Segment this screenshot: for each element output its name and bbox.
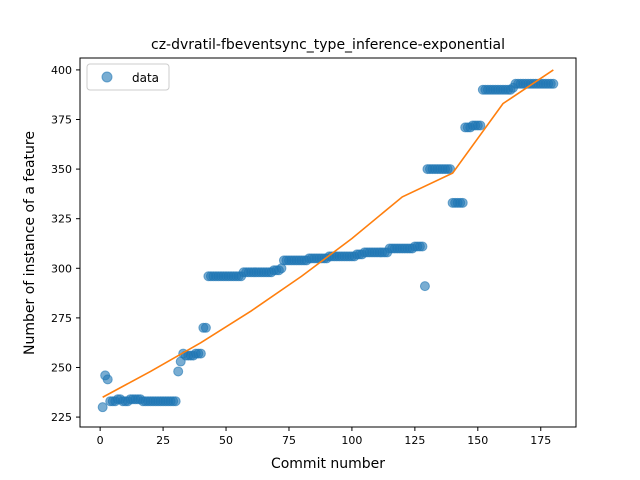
y-tick-label: 300 (51, 262, 72, 275)
x-tick-label: 125 (404, 434, 425, 447)
legend: data (86, 63, 170, 91)
y-tick-label: 325 (51, 213, 72, 226)
x-tick-label: 75 (282, 434, 296, 447)
data-point (97, 402, 108, 413)
data-point (475, 120, 486, 131)
chart-title: cz-dvratil-fbeventsync_type_inference-ex… (151, 37, 505, 53)
y-tick-label: 400 (51, 64, 72, 77)
axes-layer: 0 25 50 75 100 125 150 175 225 250 275 300 325 350 375… (51, 57, 577, 447)
plot-layer (97, 69, 559, 413)
data-point (417, 241, 428, 252)
x-tick-label: 50 (219, 434, 233, 447)
data-point (548, 78, 559, 89)
axes-frame (79, 57, 577, 428)
data-point (195, 348, 206, 359)
data-point (173, 366, 184, 377)
y-tick-label: 275 (51, 312, 72, 325)
y-tick-label: 250 (51, 361, 72, 374)
x-tick-label: 100 (341, 434, 362, 447)
data-point (170, 396, 181, 407)
y-tick-label: 375 (51, 114, 72, 127)
y-axis-label: Number of instance of a feature (22, 131, 38, 355)
legend-box (86, 63, 170, 91)
y-tick-label: 225 (51, 411, 72, 424)
x-tick-label: 150 (467, 434, 488, 447)
legend-label-data: data (132, 71, 159, 85)
x-axis-label: Commit number (271, 456, 385, 472)
data-point (457, 197, 468, 208)
legend-marker-data (101, 71, 113, 83)
x-tick-label: 25 (156, 434, 170, 447)
data-point (200, 322, 211, 333)
x-tick-label: 175 (530, 434, 551, 447)
data-point (419, 281, 430, 292)
x-tick-label: 0 (97, 434, 104, 447)
fit-curve (102, 69, 554, 398)
data-point (102, 374, 113, 385)
y-tick-label: 350 (51, 163, 72, 176)
